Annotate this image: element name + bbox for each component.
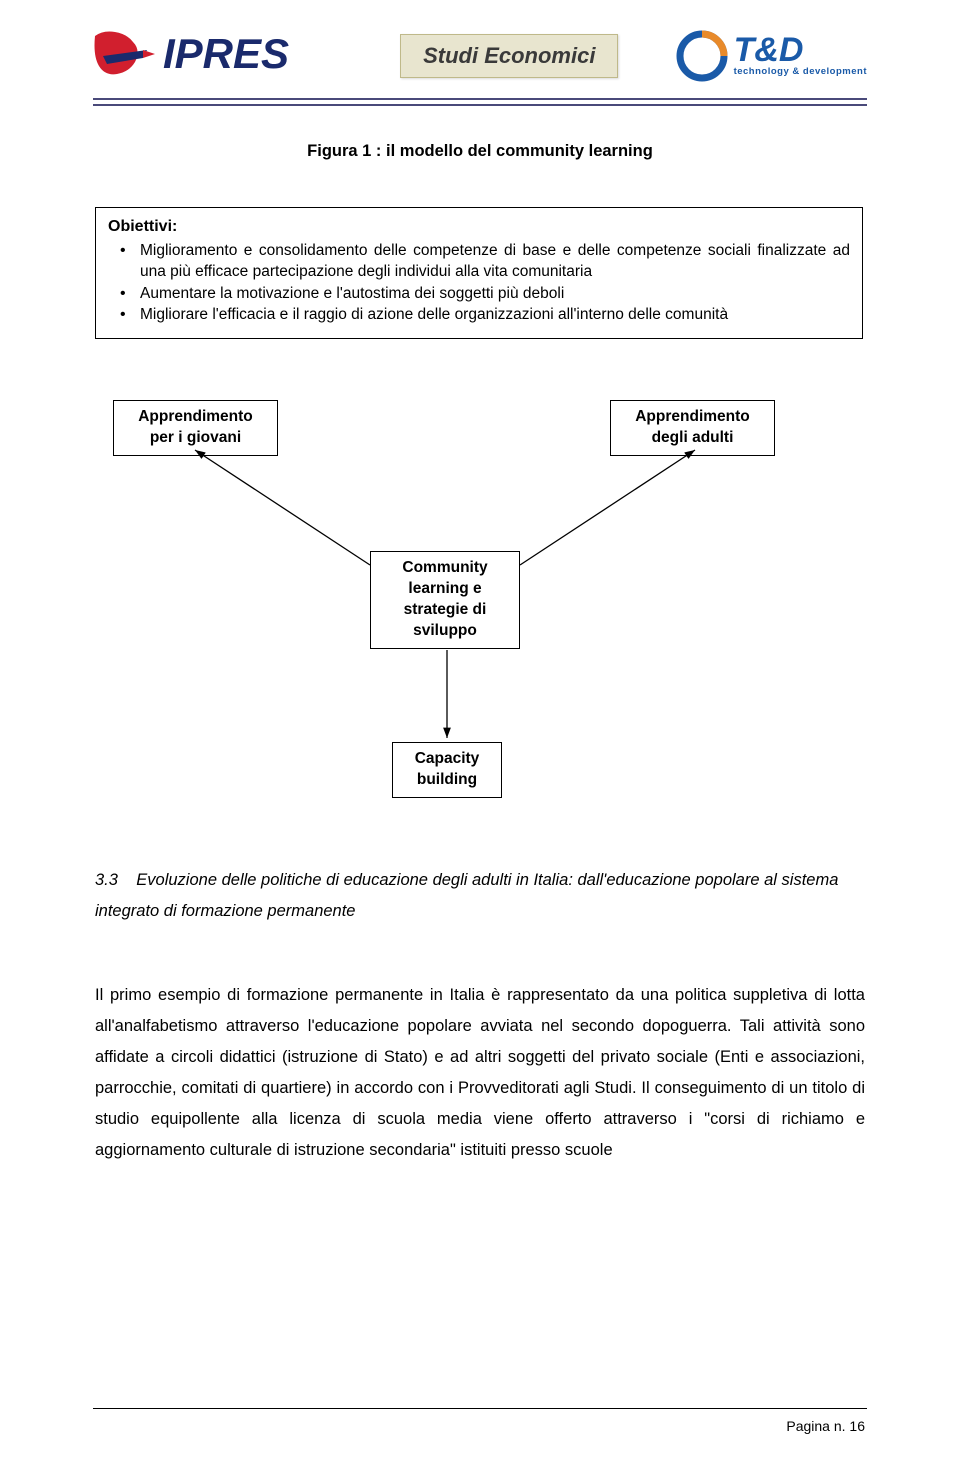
section-title: Evoluzione delle politiche di educazione… — [95, 871, 838, 920]
list-item: Aumentare la motivazione e l'autostima d… — [140, 283, 850, 304]
list-item: Migliorare l'efficacia e il raggio di az… — [140, 304, 850, 325]
objectives-heading: Obiettivi: — [108, 218, 850, 236]
ipres-text-icon: IPRES — [163, 28, 343, 84]
svg-text:IPRES: IPRES — [163, 30, 289, 77]
node-apprendimento-giovani: Apprendimento per i giovani — [113, 400, 278, 456]
figure-title: Figura 1 : il modello del community lear… — [0, 142, 960, 161]
body-paragraph: Il primo esempio di formazione permanent… — [95, 980, 865, 1166]
node-capacity-building: Capacity building — [392, 742, 502, 798]
section-heading: 3.3 Evoluzione delle politiche di educaz… — [95, 865, 865, 927]
node-apprendimento-adulti: Apprendimento degli adulti — [610, 400, 775, 456]
ipres-logo: IPRES — [93, 28, 343, 84]
page-header: IPRES Studi Economici T&D technology & d… — [93, 20, 867, 92]
node-label: Capacity — [415, 750, 480, 767]
list-item: Miglioramento e consolidamento delle com… — [140, 240, 850, 283]
arrow-line — [520, 450, 695, 565]
td-logo: T&D technology & development — [676, 30, 867, 82]
arrow-line — [195, 450, 370, 565]
node-label: strategie di — [404, 601, 487, 618]
objectives-list: Miglioramento e consolidamento delle com… — [108, 240, 850, 326]
objectives-box: Obiettivi: Miglioramento e consolidament… — [95, 207, 863, 339]
node-label: Apprendimento — [138, 408, 253, 425]
page-number: Pagina n. 16 — [786, 1418, 865, 1434]
node-label: Apprendimento — [635, 408, 750, 425]
node-label: Community — [402, 559, 487, 576]
header-rule-top — [93, 98, 867, 100]
td-ring-icon — [676, 30, 728, 82]
node-label: learning e — [408, 580, 481, 597]
header-rule-bottom — [93, 104, 867, 106]
footer-rule — [93, 1408, 867, 1409]
node-label: building — [417, 771, 477, 788]
section-number: 3.3 — [95, 871, 118, 889]
node-label: sviluppo — [413, 622, 477, 639]
studi-economici-badge: Studi Economici — [400, 34, 618, 78]
node-label: per i giovani — [150, 429, 241, 446]
td-text-block: T&D technology & development — [734, 35, 867, 77]
node-label: degli adulti — [652, 429, 734, 446]
ipres-mark-icon — [93, 28, 159, 84]
node-community-learning: Community learning e strategie di svilup… — [370, 551, 520, 649]
